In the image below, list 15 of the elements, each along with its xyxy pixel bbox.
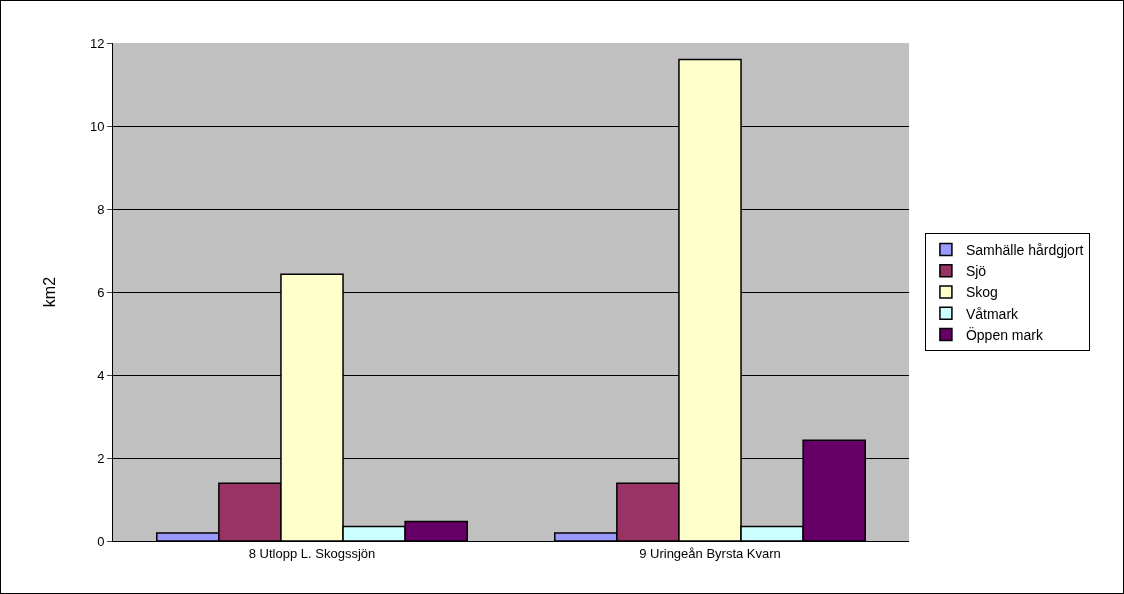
legend-label: Sjö	[965, 263, 987, 280]
y-axis-title: km2	[40, 276, 58, 308]
y-tick-label: 12	[89, 35, 105, 51]
y-tick-label: 10	[89, 118, 105, 134]
y-tick-label: 2	[97, 450, 105, 466]
x-tick-label: 8 Utlopp L. Skogssjön	[248, 545, 376, 561]
x-tick-label: 9 Uringeån Byrsta Kvarn	[639, 545, 781, 561]
legend-label: Öppen mark	[965, 325, 1044, 343]
y-tick-label: 6	[97, 284, 105, 300]
y-tick-label: 8	[97, 201, 105, 217]
y-tick-label: 4	[97, 367, 105, 383]
legend-label: Våtmark	[965, 305, 1020, 322]
legend-label: Samhälle hårdgjort	[965, 242, 1084, 259]
legend-label: Skog	[965, 284, 998, 301]
y-tick-label: 0	[97, 533, 105, 549]
